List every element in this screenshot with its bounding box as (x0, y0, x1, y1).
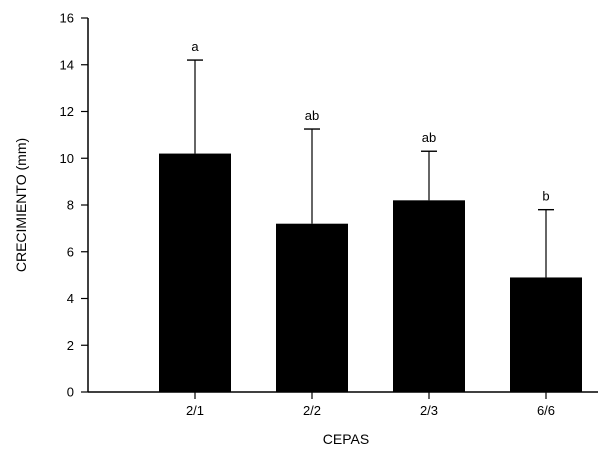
x-axis-title: CEPAS (323, 431, 369, 447)
x-tick-label: 2/1 (186, 403, 204, 418)
bar (510, 277, 582, 392)
bar (159, 153, 231, 392)
y-tick-label: 2 (67, 338, 74, 353)
bar (276, 223, 348, 392)
y-tick-label: 8 (67, 198, 74, 213)
y-tick-label: 10 (60, 151, 74, 166)
y-tick-label: 12 (60, 104, 74, 119)
x-tick-label: 2/2 (303, 403, 321, 418)
bar (393, 200, 465, 392)
x-tick-label: 2/3 (420, 403, 438, 418)
significance-label: ab (305, 108, 319, 123)
bar-series (159, 153, 582, 392)
significance-labels: a ab ab b (191, 39, 549, 204)
significance-label: a (191, 39, 199, 54)
x-axis-ticks: 2/1 2/2 2/3 6/6 (186, 392, 555, 418)
y-axis-ticks: 0 2 4 6 8 10 12 14 16 (60, 11, 88, 400)
y-axis-title: CRECIMIENTO (mm) (13, 138, 29, 272)
error-bars (187, 59, 554, 278)
y-tick-label: 4 (67, 291, 74, 306)
significance-label: b (542, 189, 549, 204)
y-tick-label: 0 (67, 385, 74, 400)
significance-label: ab (422, 130, 436, 145)
y-tick-label: 14 (60, 57, 74, 72)
x-tick-label: 6/6 (537, 403, 555, 418)
y-tick-label: 16 (60, 11, 74, 26)
y-tick-label: 6 (67, 244, 74, 259)
